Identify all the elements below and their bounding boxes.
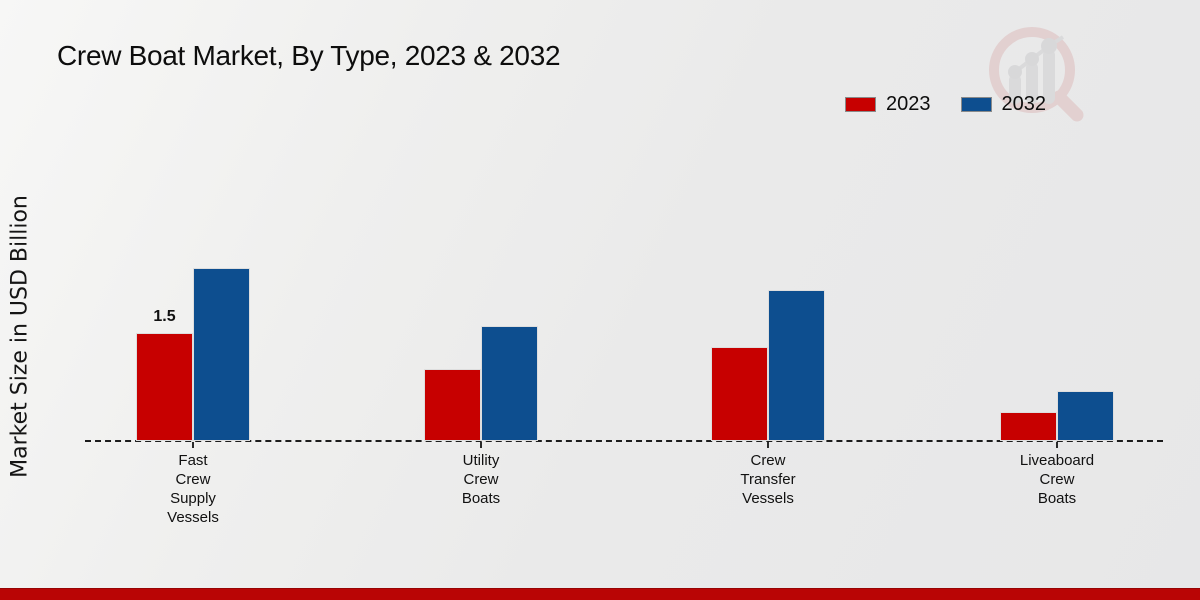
footer-accent-band (0, 588, 1200, 600)
bar-2023 (136, 333, 193, 441)
magnifier-bar-chart-logo-icon (983, 22, 1087, 127)
bar-2023 (1000, 412, 1057, 441)
bar-2023 (711, 347, 768, 441)
legend-item-2023: 2023 (845, 93, 931, 116)
legend-label-2023: 2023 (886, 93, 931, 115)
legend-label-2032: 2032 (1001, 93, 1047, 115)
x-axis-tick (192, 442, 194, 448)
bar-2032 (1057, 390, 1114, 441)
legend-item-2032: 2032 (960, 93, 1047, 116)
legend-swatch-2032 (960, 97, 992, 112)
bar-2032 (193, 268, 250, 441)
bar-2023 (424, 369, 481, 441)
x-axis-tick (1056, 442, 1058, 448)
legend: 2023 2032 (845, 93, 1046, 116)
x-axis-label: Liveaboard Crew Boats (1019, 452, 1095, 507)
x-axis-label: Fast Crew Supply Vessels (167, 452, 219, 526)
x-axis-label: Crew Transfer Vessels (740, 452, 796, 507)
x-axis-tick (767, 442, 769, 448)
x-axis-tick (480, 442, 482, 448)
chart-title: Crew Boat Market, By Type, 2023 & 2032 (57, 40, 561, 71)
x-axis-label: Utility Crew Boats (461, 452, 501, 507)
bar-2032 (481, 325, 538, 441)
x-axis-baseline (85, 440, 1163, 442)
legend-swatch-2023 (845, 97, 876, 112)
bar-value-label: 1.5 (153, 308, 176, 325)
bar-2032 (768, 289, 825, 441)
